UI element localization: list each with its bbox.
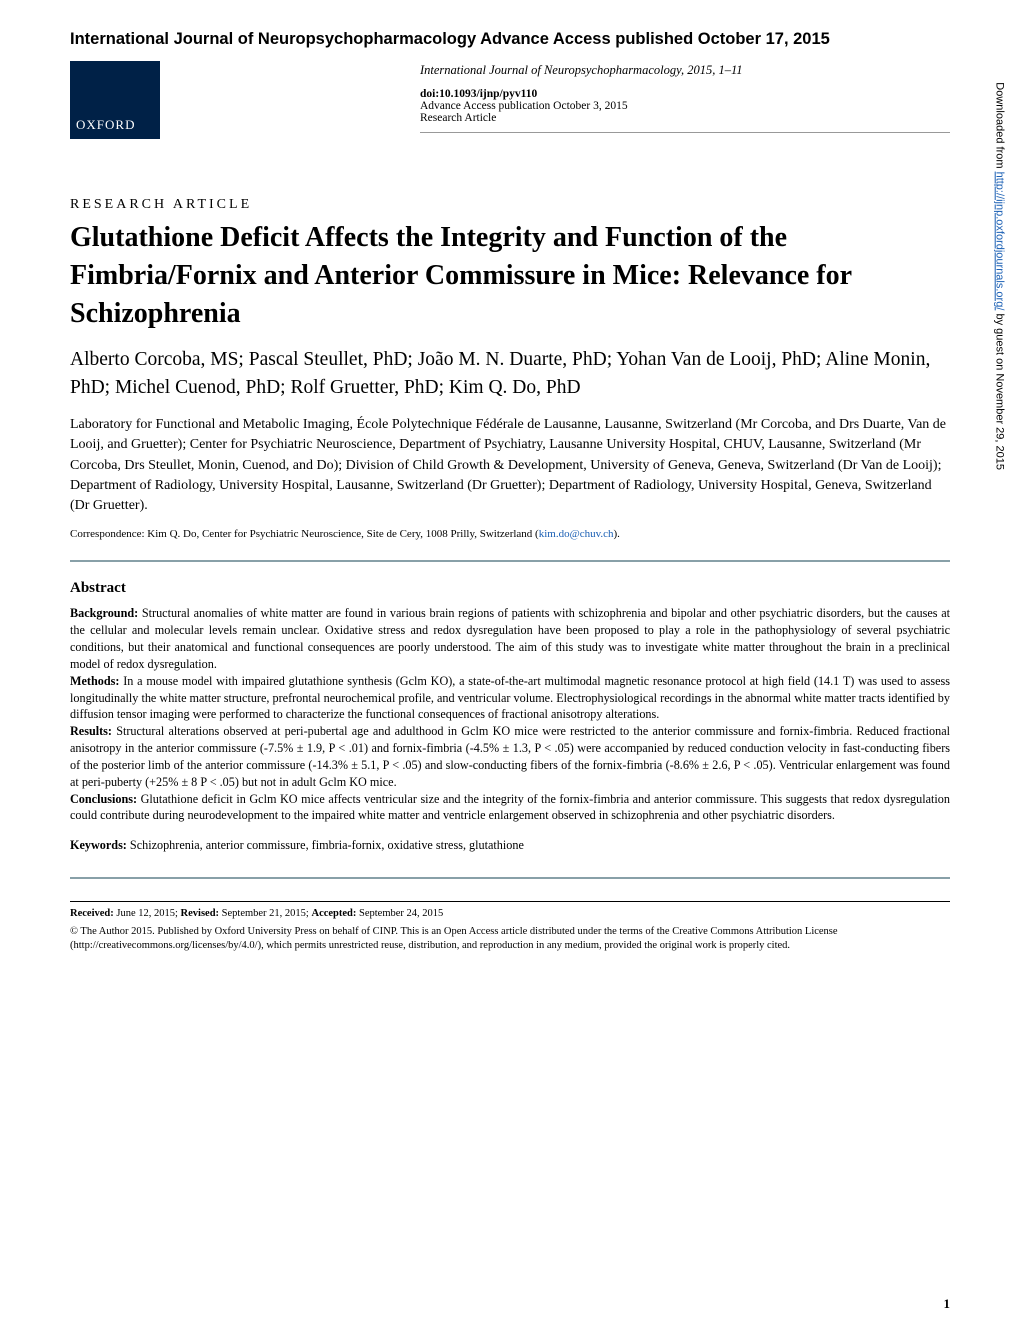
header-meta: International Journal of Neuropsychophar… [180,61,950,133]
methods-label: Methods: [70,674,119,688]
accepted-label: Accepted: [311,908,356,919]
download-attribution: Downloaded from http://ijnp.oxfordjourna… [994,82,1006,470]
advance-access-banner: International Journal of Neuropsychophar… [70,30,950,49]
abstract-heading: Abstract [70,580,950,597]
oxford-logo: OXFORD [70,61,160,139]
correspondence-close: ). [614,528,620,540]
article-title: Glutathione Deficit Affects the Integrit… [70,219,950,332]
sidetext-prefix: Downloaded from [994,82,1006,171]
article-type-small: Research Article [420,112,950,124]
sidetext-suffix: by guest on November 29, 2015 [994,310,1006,470]
header-row: OXFORD International Journal of Neuropsy… [70,61,950,139]
background-label: Background: [70,606,138,620]
correspondence-text: Correspondence: Kim Q. Do, Center for Ps… [70,528,539,540]
revised-label: Revised: [181,908,220,919]
abstract-body: Background: Structural anomalies of whit… [70,605,950,824]
correspondence: Correspondence: Kim Q. Do, Center for Ps… [70,528,950,540]
article-dates: Received: June 12, 2015; Revised: Septem… [70,908,950,919]
received-label: Received: [70,908,114,919]
journal-citation: International Journal of Neuropsychophar… [420,63,950,78]
correspondence-email[interactable]: kim.do@chuv.ch [539,528,614,540]
background-text: Structural anomalies of white matter are… [70,606,950,670]
header-divider [420,132,950,133]
page-number: 1 [944,1296,951,1312]
results-text: Structural alterations observed at peri-… [70,724,950,788]
accepted-date: September 24, 2015 [356,908,443,919]
oxford-logo-text: OXFORD [76,117,135,133]
affiliations: Laboratory for Functional and Metabolic … [70,415,950,516]
revised-date: September 21, 2015; [219,908,311,919]
article-type-heading: RESEARCH ARTICLE [70,197,950,213]
conclusions-text: Glutathione deficit in Gclm KO mice affe… [70,792,950,823]
advance-publication-date: Advance Access publication October 3, 20… [420,100,950,112]
abstract-top-rule [70,560,950,562]
license-text: © The Author 2015. Published by Oxford U… [70,925,950,953]
keywords-label: Keywords: [70,838,127,852]
keywords-text: Schizophrenia, anterior commissure, fimb… [127,838,524,852]
abstract-bottom-rule [70,877,950,879]
doi: doi:10.1093/ijnp/pyv110 [420,88,950,100]
footer-rule [70,901,950,902]
sidetext-link[interactable]: http://ijnp.oxfordjournals.org/ [994,172,1006,311]
received-date: June 12, 2015; [114,908,181,919]
keywords: Keywords: Schizophrenia, anterior commis… [70,838,950,853]
conclusions-label: Conclusions: [70,792,137,806]
authors-list: Alberto Corcoba, MS; Pascal Steullet, Ph… [70,346,950,401]
results-label: Results: [70,724,112,738]
methods-text: In a mouse model with impaired glutathio… [70,674,950,722]
